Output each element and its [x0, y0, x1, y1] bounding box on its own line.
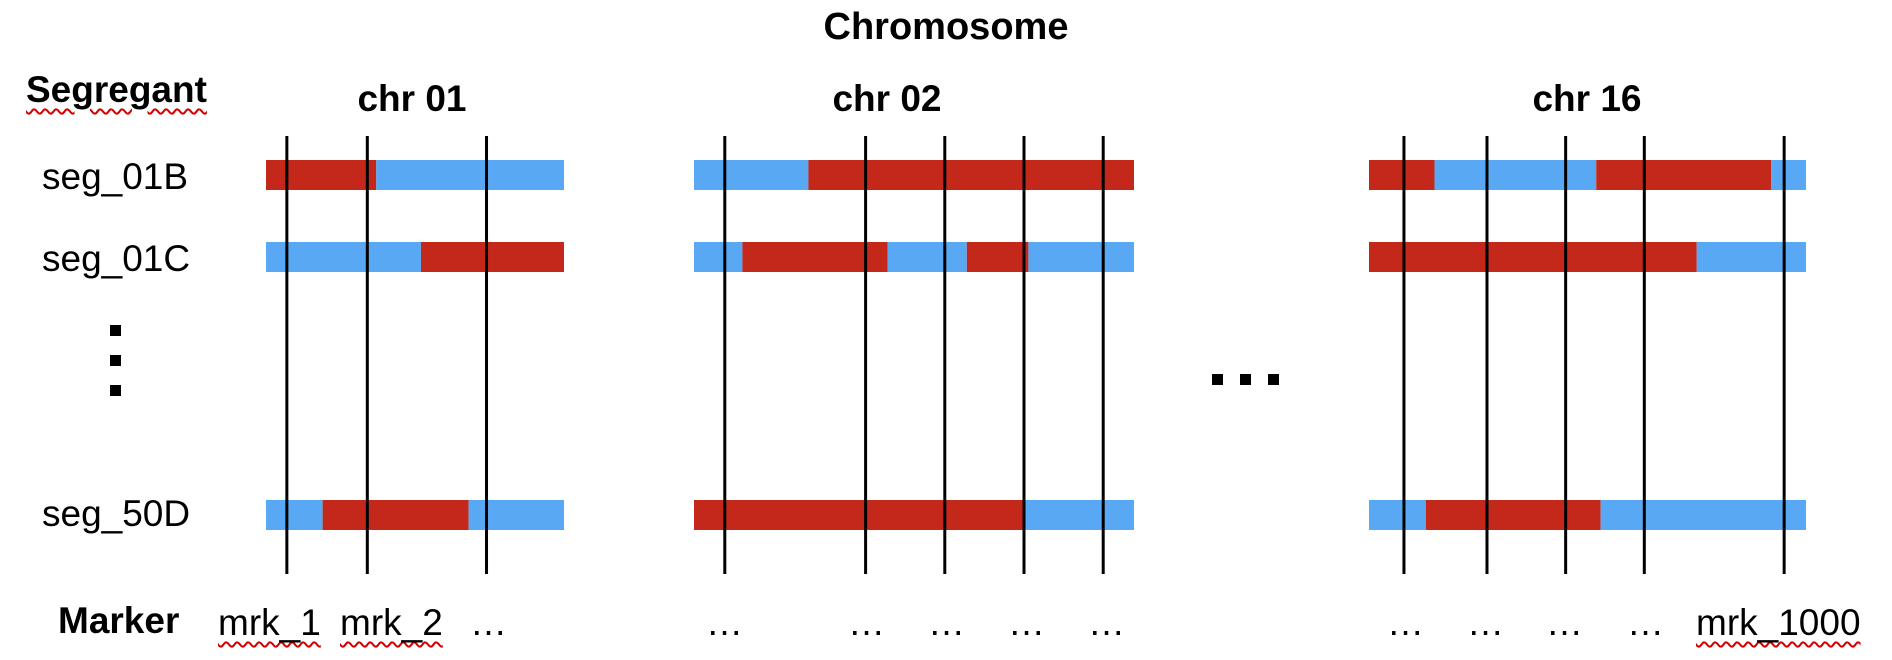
chr3-marker-label-5: mrk_1000 [1696, 602, 1861, 643]
chr3-marker-label-4: … [1627, 602, 1664, 643]
chr2-seg2-block-4 [966, 242, 1029, 272]
chr1-seg2-block-2 [420, 242, 564, 272]
chromosome-label-1: chr 01 [357, 78, 467, 119]
chr3-seg2-block-1 [1369, 242, 1697, 272]
chr3-seg3-block-2 [1425, 500, 1601, 530]
chr2-seg3-block-2 [1024, 500, 1134, 530]
chr2-seg2-block-5 [1028, 242, 1134, 272]
segregant-header: Segregant [26, 69, 207, 110]
segregant-label-3: seg_50D [42, 493, 191, 534]
chr1-seg1-block-1 [266, 160, 377, 190]
chr3-seg2-block-2 [1696, 242, 1806, 272]
horizontal-ellipsis-icon [1212, 372, 1296, 390]
chr3-marker-label-1: … [1387, 602, 1424, 643]
chr1-marker-label-1: mrk_1 [218, 602, 321, 643]
chr2-marker-label-1: … [706, 602, 743, 643]
chr1-seg3-block-1 [266, 500, 323, 530]
marker-header: Marker [58, 600, 180, 641]
chr3-seg1-block-4 [1771, 160, 1806, 190]
chr2-seg1-block-1 [694, 160, 809, 190]
chr1-marker-label-2: mrk_2 [340, 602, 443, 643]
chr1-seg3-block-2 [322, 500, 469, 530]
chr2-seg2-block-1 [694, 242, 743, 272]
chr2-marker-label-5: … [1088, 602, 1125, 643]
vertical-ellipsis-icon [110, 325, 121, 415]
chr3-seg1-block-3 [1596, 160, 1772, 190]
chr2-marker-label-3: … [928, 602, 965, 643]
chr1-seg3-block-3 [468, 500, 564, 530]
chr2-marker-label-2: … [848, 602, 885, 643]
segregant-label-1: seg_01B [42, 156, 189, 197]
chr1-seg2-block-1 [266, 242, 421, 272]
chr2-seg2-block-2 [742, 242, 888, 272]
chr1-marker-label-3: … [470, 602, 507, 643]
chromosome-label-2: chr 02 [832, 78, 942, 119]
chr1-seg1-block-2 [376, 160, 564, 190]
chr3-seg3-block-3 [1600, 500, 1806, 530]
chr3-seg3-block-1 [1369, 500, 1426, 530]
chr2-seg2-block-3 [887, 242, 967, 272]
chr2-seg1-block-2 [808, 160, 1134, 190]
chr3-marker-label-3: … [1546, 602, 1583, 643]
chr3-seg1-block-1 [1369, 160, 1435, 190]
chr2-seg3-block-1 [694, 500, 1024, 530]
chr2-marker-label-4: … [1008, 602, 1045, 643]
diagram-title: Chromosome [823, 6, 1069, 48]
chromosome-label-3: chr 16 [1532, 78, 1642, 119]
segregant-label-2: seg_01C [42, 238, 191, 279]
chr3-seg1-block-2 [1434, 160, 1597, 190]
chr3-marker-label-2: … [1467, 602, 1504, 643]
